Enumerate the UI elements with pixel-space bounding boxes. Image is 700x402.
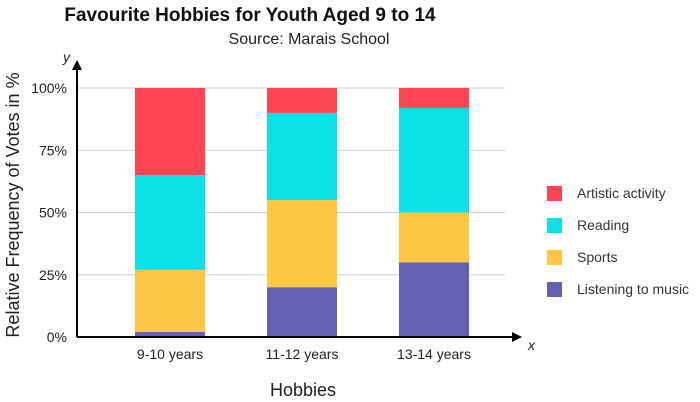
- y-tick-label: 0%: [47, 329, 67, 345]
- bar-segment: [267, 112, 337, 201]
- y-tick-label: 50%: [39, 205, 67, 221]
- legend-label: Artistic activity: [577, 185, 666, 201]
- y-axis-letter: y: [62, 49, 71, 65]
- x-tick-label: 11-12 years: [266, 346, 339, 362]
- x-axis-title: Hobbies: [270, 380, 336, 400]
- bar-segment: [135, 175, 205, 270]
- legend-swatch: [547, 250, 562, 265]
- y-axis-title: Relative Frequency of Votes in %: [3, 72, 23, 337]
- y-tick-labels: 0% 25% 50% 75% 100%: [31, 80, 67, 345]
- bar-segment: [267, 200, 337, 288]
- y-tick-label: 75%: [39, 142, 67, 158]
- bar-segment: [399, 88, 469, 108]
- bar-segment: [267, 88, 337, 113]
- legend-swatch: [547, 218, 562, 233]
- x-tick-labels: 9-10 years 11-12 years 13-14 years: [137, 346, 471, 362]
- legend-label: Reading: [577, 217, 629, 233]
- x-tick-label: 9-10 years: [137, 346, 203, 362]
- x-axis-arrow-icon: [512, 332, 522, 342]
- y-axis-arrow-icon: [72, 60, 82, 70]
- y-tick-label: 25%: [39, 267, 67, 283]
- legend-label: Sports: [577, 249, 617, 265]
- x-tick-label: 13-14 years: [397, 346, 471, 362]
- bar-segment: [135, 269, 205, 333]
- legend-label: Listening to music: [577, 281, 689, 297]
- chart-title: Favourite Hobbies for Youth Aged 9 to 14: [64, 5, 436, 26]
- chart-subtitle: Source: Marais School: [229, 31, 390, 48]
- legend-swatch: [547, 186, 562, 201]
- bar-segment: [267, 287, 337, 337]
- bar-segment: [399, 262, 469, 337]
- bar-segment: [399, 107, 469, 213]
- legend-swatch: [547, 282, 562, 297]
- x-axis-letter: x: [527, 337, 536, 353]
- bar-segment: [399, 212, 469, 263]
- legend: Artistic activity Reading Sports Listening …: [547, 185, 689, 297]
- bar-segment: [135, 332, 205, 337]
- y-tick-label: 100%: [31, 80, 67, 96]
- bars: [135, 88, 469, 337]
- bar-segment: [135, 88, 205, 176]
